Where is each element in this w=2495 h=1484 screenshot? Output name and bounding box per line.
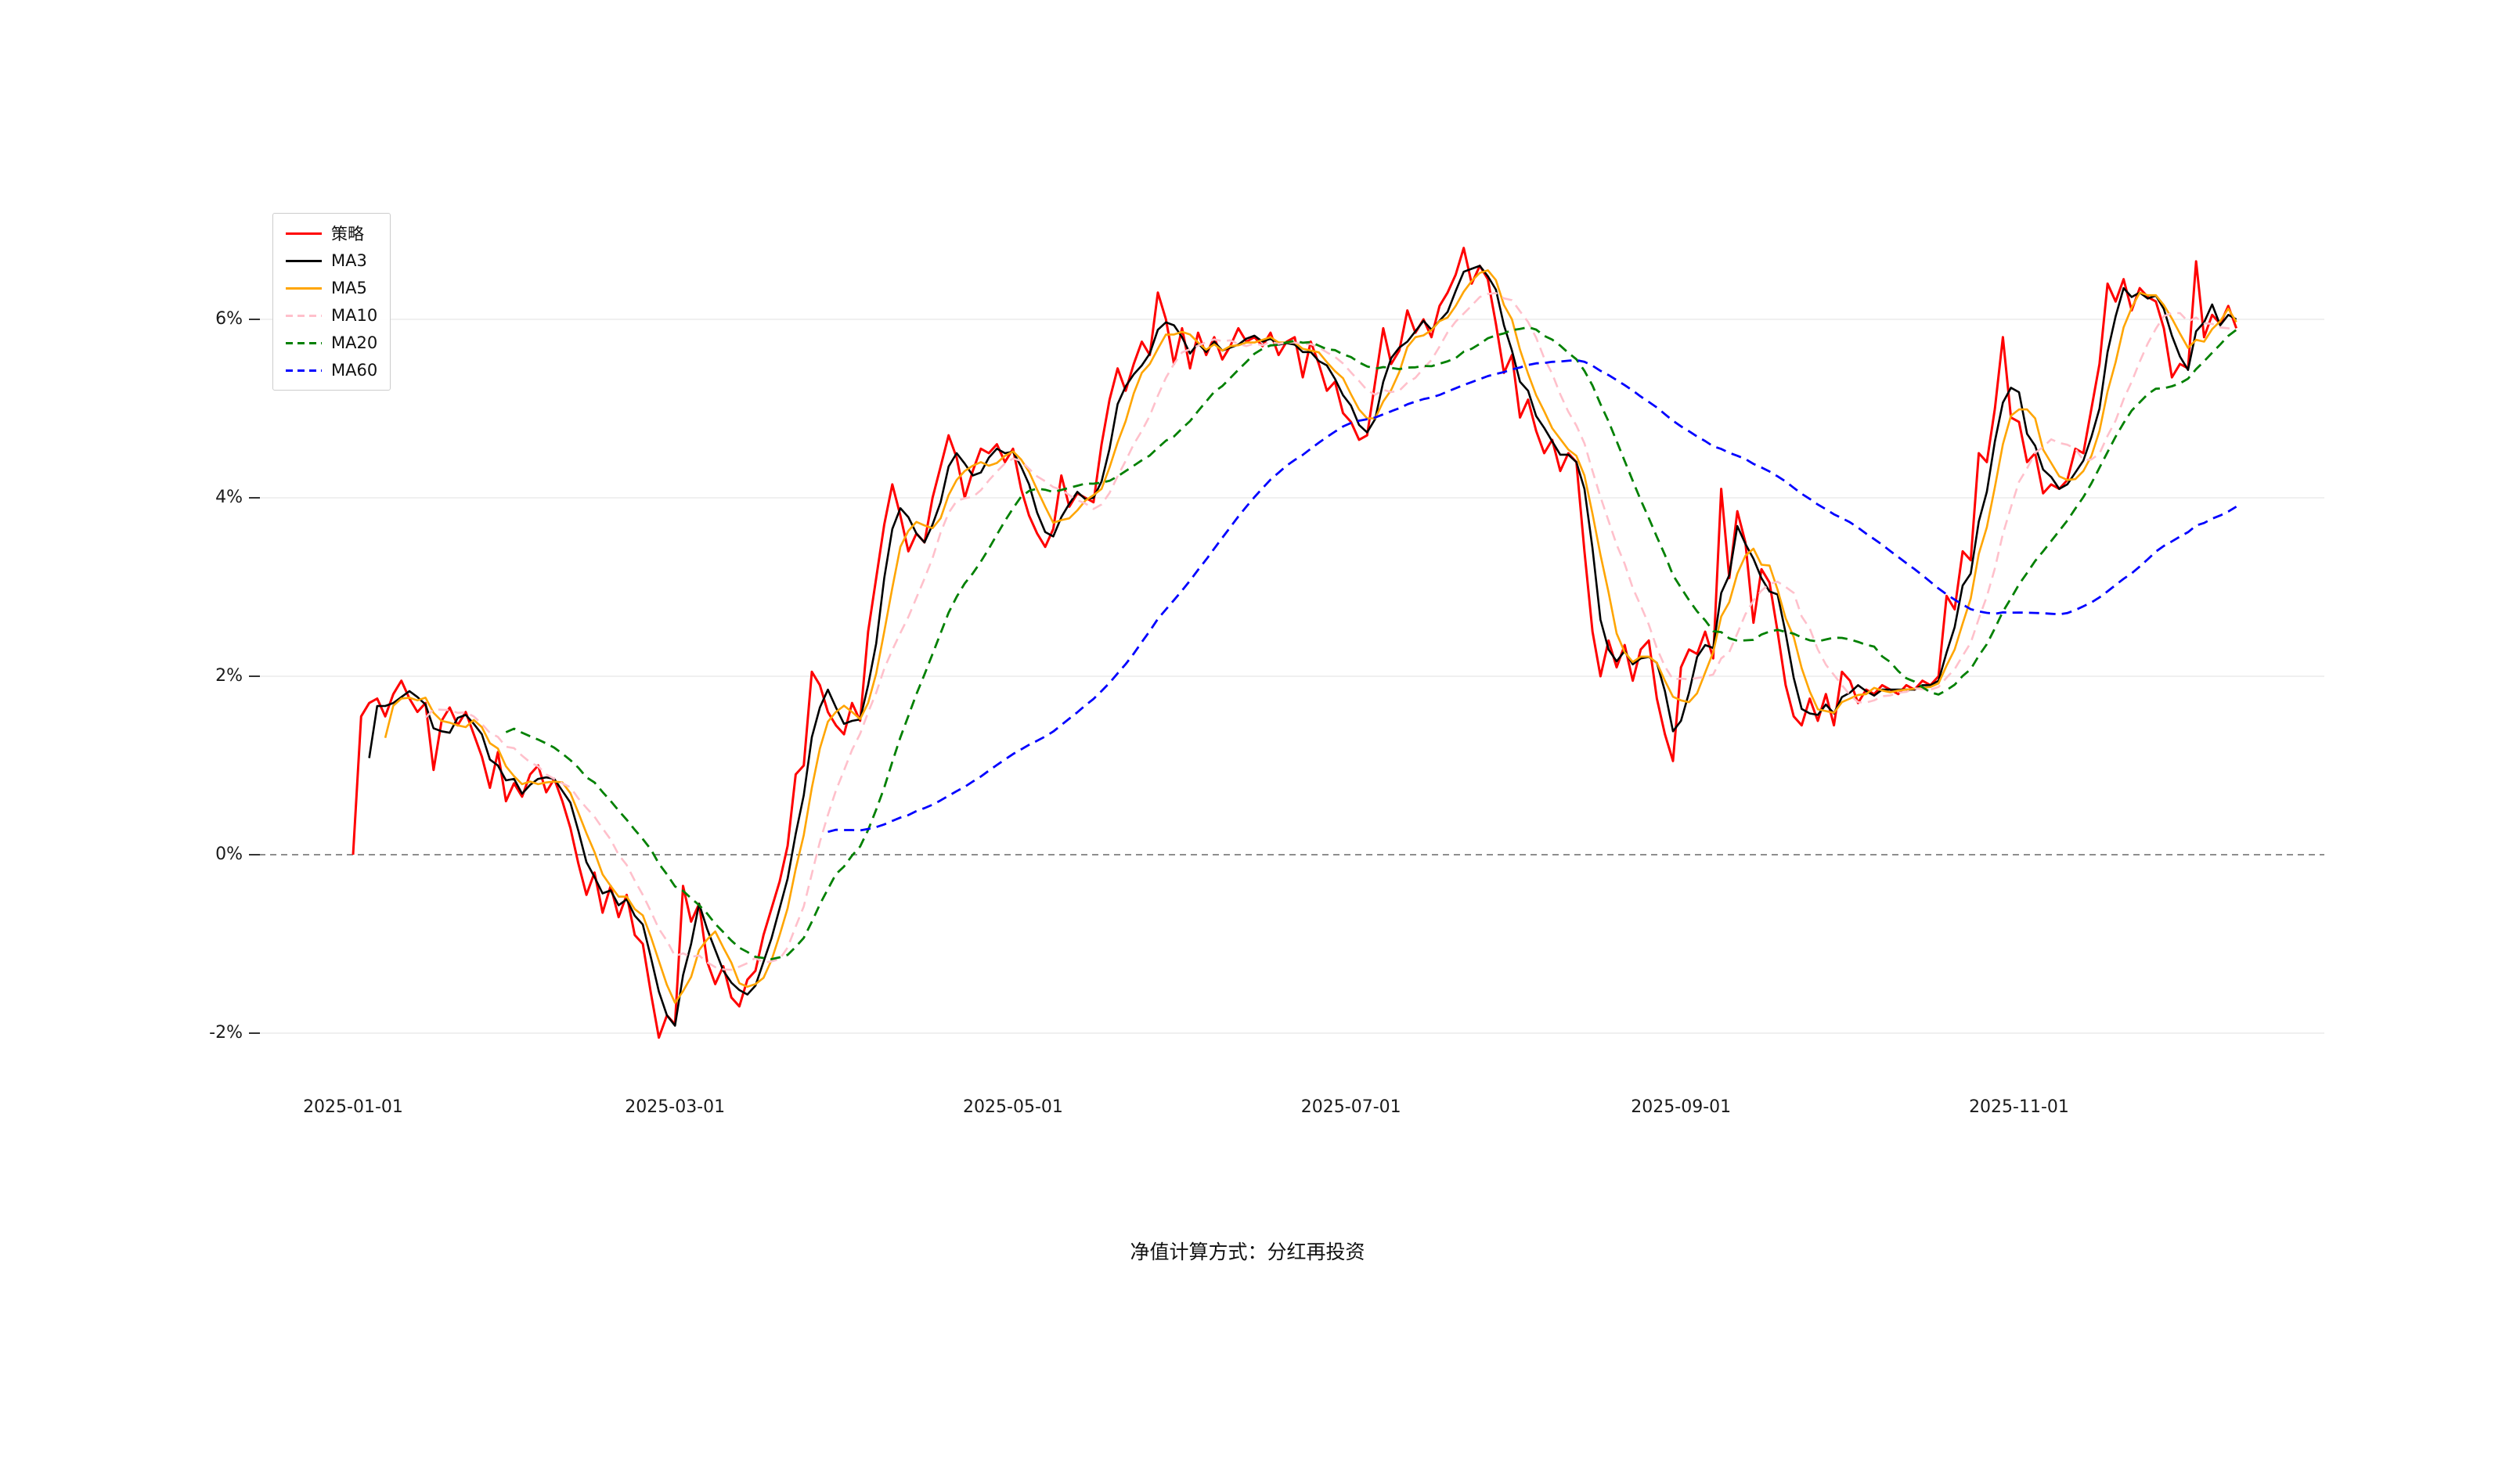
legend-item-ma5: MA5 <box>286 278 377 298</box>
chart-legend: 策略 MA3 MA5 MA10 MA20 MA60 <box>272 213 391 391</box>
series-line-ma10 <box>424 292 2237 971</box>
legend-line-sample-ma60 <box>286 369 322 372</box>
y-tick-label: 6% <box>215 309 243 329</box>
legend-label-ma60: MA60 <box>331 361 378 380</box>
legend-line-sample-ma20 <box>286 341 322 344</box>
series-line-strategy <box>352 247 2238 1039</box>
series-line-ma20 <box>505 326 2237 960</box>
legend-label-ma10: MA10 <box>331 306 378 325</box>
legend-label-ma5: MA5 <box>331 279 367 297</box>
series-line-ma5 <box>384 268 2237 1004</box>
y-tick-label: 2% <box>215 666 243 686</box>
legend-line-sample-ma10 <box>286 314 322 317</box>
legend-line-sample-strategy <box>286 232 322 235</box>
legend-line-sample-ma3 <box>286 259 322 262</box>
series-line-ma3 <box>368 265 2237 1027</box>
legend-label-ma3: MA3 <box>331 251 367 270</box>
x-tick-label: 2025-07-01 <box>1300 1097 1401 1117</box>
series-line-ma60 <box>827 358 2237 834</box>
legend-label-strategy: 策略 <box>331 225 364 243</box>
x-tick-label: 2025-05-01 <box>963 1097 1063 1117</box>
x-tick-label: 2025-09-01 <box>1631 1097 1732 1117</box>
x-tick-label: 2025-03-01 <box>625 1097 726 1117</box>
x-tick-label: 2025-11-01 <box>1969 1097 2069 1117</box>
legend-item-ma3: MA3 <box>286 250 377 271</box>
chart-caption: 净值计算方式：分红再投资 <box>1130 1241 1365 1263</box>
legend-item-ma60: MA60 <box>286 360 377 380</box>
legend-item-strategy: 策略 <box>286 223 377 243</box>
legend-line-sample-ma5 <box>286 286 322 290</box>
legend-label-ma20: MA20 <box>331 333 378 352</box>
y-tick-label: -2% <box>209 1023 243 1043</box>
y-tick-label: 4% <box>215 488 243 507</box>
y-tick-label: 0% <box>215 845 243 864</box>
x-tick-label: 2025-01-01 <box>303 1097 403 1117</box>
legend-item-ma20: MA20 <box>286 333 377 353</box>
legend-item-ma10: MA10 <box>286 305 377 326</box>
